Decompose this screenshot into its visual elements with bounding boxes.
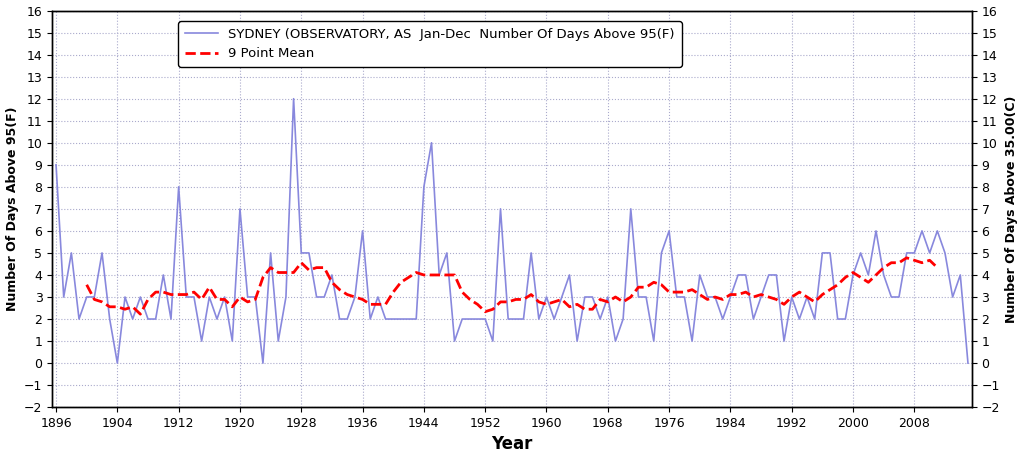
Legend: SYDNEY (OBSERVATORY, AS  Jan-Dec  Number Of Days Above 95(F), 9 Point Mean: SYDNEY (OBSERVATORY, AS Jan-Dec Number O… — [178, 21, 682, 67]
9 Point Mean — [134, 311, 146, 317]
9 Point Mean — [387, 289, 399, 295]
SYDNEY (OBSERVATORY, AS  Jan-Dec  Number Of Days Above 95(F) — [50, 162, 62, 168]
SYDNEY (OBSERVATORY, AS  Jan-Dec  Number Of Days Above 95(F) — [785, 294, 798, 300]
Y-axis label: Number Of Days Above 95(F): Number Of Days Above 95(F) — [5, 106, 18, 311]
SYDNEY (OBSERVATORY, AS  Jan-Dec  Number Of Days Above 95(F) — [693, 272, 706, 278]
9 Point Mean — [701, 297, 714, 302]
X-axis label: Year: Year — [492, 436, 532, 453]
SYDNEY (OBSERVATORY, AS  Jan-Dec  Number Of Days Above 95(F) — [571, 338, 584, 344]
9 Point Mean — [663, 289, 675, 295]
9 Point Mean — [81, 282, 93, 287]
9 Point Mean — [748, 294, 760, 300]
Line: SYDNEY (OBSERVATORY, AS  Jan-Dec  Number Of Days Above 95(F): SYDNEY (OBSERVATORY, AS Jan-Dec Number O… — [56, 99, 968, 363]
SYDNEY (OBSERVATORY, AS  Jan-Dec  Number Of Days Above 95(F) — [962, 360, 974, 366]
SYDNEY (OBSERVATORY, AS  Jan-Dec  Number Of Days Above 95(F) — [946, 294, 958, 300]
Line: 9 Point Mean: 9 Point Mean — [87, 258, 937, 314]
9 Point Mean — [931, 265, 943, 270]
SYDNEY (OBSERVATORY, AS  Jan-Dec  Number Of Days Above 95(F) — [310, 294, 323, 300]
9 Point Mean — [915, 260, 928, 265]
Y-axis label: Number Of Days Above 35.00(C): Number Of Days Above 35.00(C) — [1006, 95, 1019, 323]
SYDNEY (OBSERVATORY, AS  Jan-Dec  Number Of Days Above 95(F) — [249, 294, 261, 300]
SYDNEY (OBSERVATORY, AS  Jan-Dec  Number Of Days Above 95(F) — [112, 360, 124, 366]
9 Point Mean — [900, 255, 912, 261]
9 Point Mean — [563, 304, 575, 309]
SYDNEY (OBSERVATORY, AS  Jan-Dec  Number Of Days Above 95(F) — [288, 96, 300, 101]
